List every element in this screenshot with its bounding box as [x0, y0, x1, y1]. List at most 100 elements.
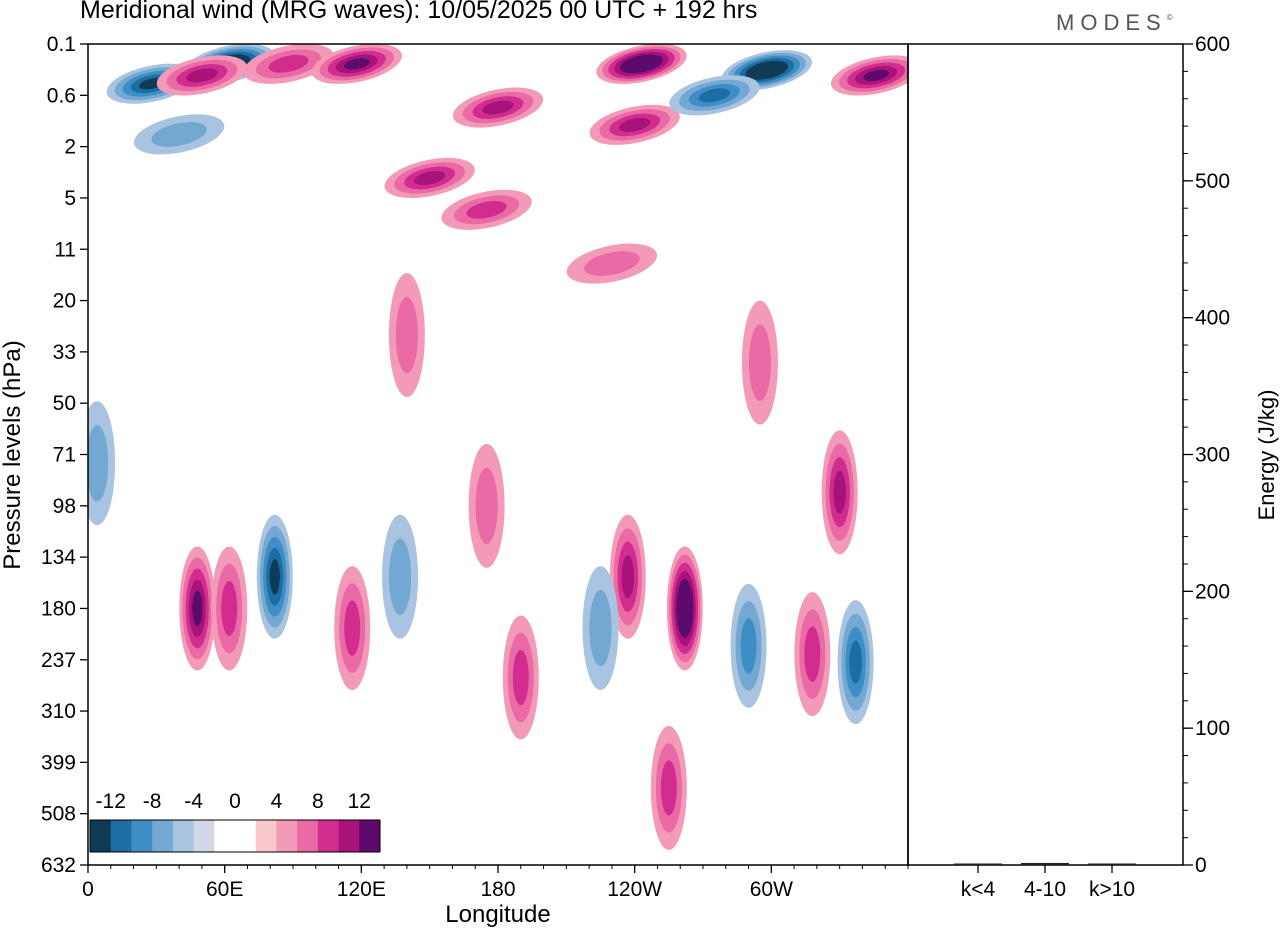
y-tick-label: 2 — [64, 136, 76, 159]
colorbar-swatch — [152, 820, 174, 852]
y-tick-label: 237 — [41, 649, 76, 672]
wind-anomaly-contour — [740, 618, 757, 674]
wind-anomaly-contour — [660, 760, 677, 816]
colorbar-label: -8 — [143, 790, 162, 813]
energy-tick-label: 300 — [1195, 444, 1230, 467]
x-tick-label: 180 — [480, 878, 515, 901]
colorbar-swatch — [276, 820, 298, 852]
y-tick-label: 50 — [53, 392, 76, 415]
y-tick-label: 0.1 — [47, 33, 76, 56]
colorbar-label: 0 — [229, 790, 241, 813]
wind-anomaly-contour — [192, 590, 203, 627]
wind-anomaly-contour — [698, 88, 731, 103]
y-tick-label: 399 — [41, 751, 76, 774]
wind-anomaly-contour — [584, 251, 640, 276]
colorbar-label: 12 — [348, 790, 371, 813]
wind-anomaly-contour — [151, 122, 207, 147]
colorbar-label: 8 — [312, 790, 324, 813]
colorbar-swatch — [214, 820, 236, 852]
x-tick-label: 60W — [750, 878, 793, 901]
energy-tick-label: 0 — [1195, 854, 1207, 877]
y-tick-label: 98 — [53, 495, 76, 518]
energy-panel-frame — [907, 43, 1184, 866]
y-tick-label: 310 — [41, 700, 76, 723]
colorbar-swatch — [255, 820, 277, 852]
wind-anomaly-contour — [268, 54, 309, 73]
energy-category-label: 4-10 — [1024, 878, 1066, 901]
pressure-axis: 0.1 0.6 2 5 11 20 33 50 71 98 134 180 237 310 399 508 63… — [41, 33, 88, 877]
wind-anomaly-contour — [621, 555, 635, 599]
energy-tick-label: 100 — [1195, 717, 1230, 740]
energy-category-label: k>10 — [1089, 878, 1135, 901]
colorbar-border — [89, 819, 381, 853]
wind-anomaly-contour — [618, 117, 651, 132]
x-tick-label: 60E — [206, 878, 243, 901]
y-tick-label: 33 — [53, 341, 76, 364]
y-tick-label: 508 — [41, 803, 76, 826]
energy-tick-label: 500 — [1195, 170, 1230, 193]
y-tick-label: 180 — [41, 597, 76, 620]
wind-anomaly-contour — [833, 470, 846, 514]
energy-tick-label: 200 — [1195, 580, 1230, 603]
wind-anomaly-contour — [680, 595, 689, 622]
wind-anomaly-contour — [186, 68, 218, 83]
colorbar-swatch — [110, 820, 132, 852]
wind-anomaly-contour — [475, 467, 498, 545]
y-tick-label: 11 — [54, 238, 76, 261]
y-tick-label: 20 — [53, 290, 76, 313]
wind-anomaly-contour — [466, 200, 507, 219]
wind-anomaly-contour — [849, 640, 862, 684]
brand-logo: MODES© — [1056, 10, 1173, 35]
energy-tick-label: 400 — [1195, 307, 1230, 330]
y-tick-label: 632 — [41, 854, 76, 877]
x-tick-label: 0 — [82, 878, 94, 901]
energy-bar — [1021, 862, 1069, 865]
wind-anomaly-contour — [344, 600, 361, 656]
colorbar-swatch — [90, 820, 112, 852]
wind-anomaly-contour — [863, 69, 889, 82]
y-tick-label: 5 — [64, 187, 76, 210]
longitude-axis: 0 60E 120E 180 120W 60W — [82, 865, 909, 901]
wind-anomaly-contour — [343, 58, 370, 70]
wind-anomaly-contour — [757, 66, 777, 75]
colorbar-label: -12 — [96, 790, 126, 813]
wind-anomaly-contour — [631, 59, 652, 69]
energy-category-label: k<4 — [961, 878, 996, 901]
colorbar-swatch — [235, 820, 257, 852]
wind-anomaly-contour — [482, 100, 514, 115]
energy-axis: 0 100 200 300 400 500 600 — [1183, 33, 1230, 877]
colorbar-swatch — [297, 820, 319, 852]
wind-anomaly-contour — [413, 170, 446, 185]
colorbar-legend: -12 -8 -4 0 4 8 12 — [89, 790, 381, 853]
colorbar-swatch — [172, 820, 195, 852]
heatmap-frame — [87, 43, 909, 866]
colorbar-swatch — [317, 820, 340, 852]
y-tick-label: 134 — [41, 546, 76, 569]
colorbar-label: 4 — [271, 790, 283, 813]
wind-anomaly-contour — [748, 324, 772, 401]
energy-bars: k<4 4-10 k>10 — [954, 862, 1136, 901]
colorbar-swatch — [193, 820, 215, 852]
y-tick-label: 71 — [53, 444, 76, 467]
colorbar-swatch — [338, 820, 360, 852]
x-tick-label: 120W — [607, 878, 662, 901]
energy-tick-label: 600 — [1195, 33, 1230, 56]
colorbar-label: -4 — [184, 790, 203, 813]
y-tick-label: 0.6 — [47, 84, 76, 107]
energy-bar — [954, 863, 1002, 865]
wind-anomaly-contour — [388, 538, 412, 615]
y-axis-label: Pressure levels (hPa) — [0, 340, 26, 569]
wind-anomaly-contour — [269, 559, 280, 595]
energy-bar — [1088, 863, 1136, 865]
x-tick-label: 120E — [337, 878, 386, 901]
energy-axis-label: Energy (J/kg) — [1254, 390, 1279, 521]
wind-anomaly-contour — [221, 580, 238, 637]
wind-anomaly-contour — [88, 425, 109, 502]
x-axis-label: Longitude — [445, 901, 550, 928]
colorbar-swatch — [359, 820, 381, 852]
wind-anomaly-contour — [512, 649, 529, 706]
wind-anomaly-contour — [804, 626, 821, 682]
colorbar-swatch — [131, 820, 153, 852]
wind-anomaly-contour — [395, 296, 418, 374]
